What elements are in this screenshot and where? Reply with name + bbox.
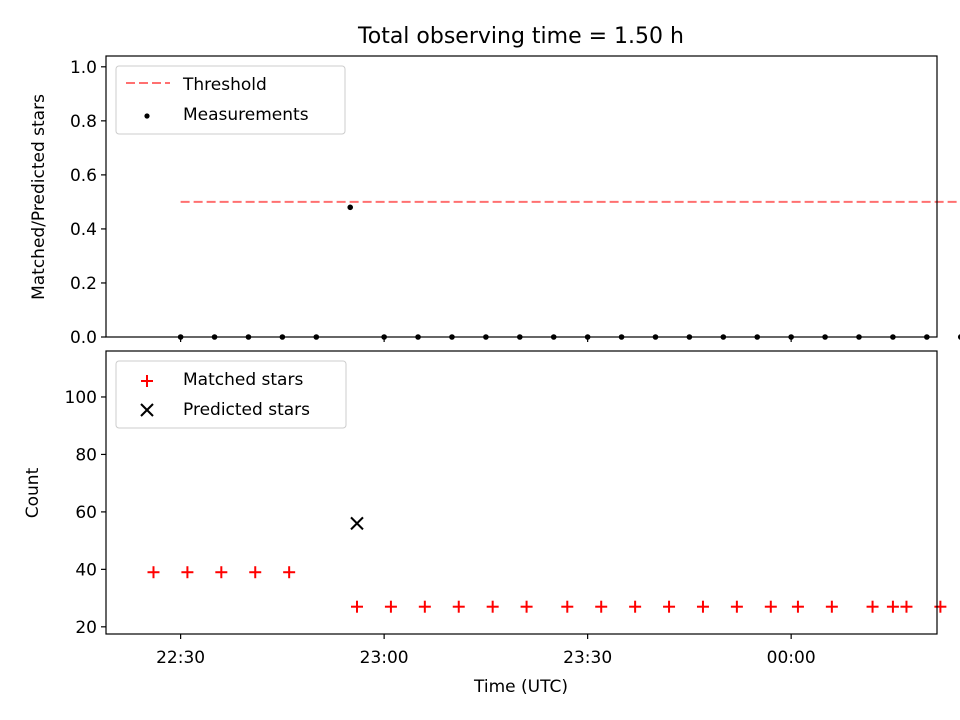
ratio-panel-frame xyxy=(105,55,938,338)
ratio-legend-box xyxy=(115,65,346,135)
ratio-legend: Threshold Measurements xyxy=(115,65,346,135)
legend-matched-label: Matched stars xyxy=(183,370,303,390)
matched-star-marker xyxy=(866,600,879,613)
matched-star-marker xyxy=(730,600,743,613)
legend-measurements-label: Measurements xyxy=(183,105,309,125)
ratio-panel: 0.0 0.2 0.4 0.6 0.8 1.0 Matched/Predicted sta… xyxy=(29,55,960,348)
ratio-y-tick-label: 1.0 xyxy=(70,58,97,78)
matched-star-marker xyxy=(900,600,913,613)
matched-star-marker xyxy=(350,600,363,613)
matched-star-marker xyxy=(215,566,228,579)
measurement-point xyxy=(347,204,354,211)
ratio-y-tick-label: 0.0 xyxy=(70,328,97,348)
count-y-tick-label: 100 xyxy=(65,388,97,408)
count-x-tick-label: 22:30 xyxy=(156,648,205,668)
count-x-tick-label: 00:00 xyxy=(767,648,816,668)
legend-predicted-swatch xyxy=(140,403,154,417)
matched-star-marker xyxy=(147,566,160,579)
ratio-y-tick-label: 0.6 xyxy=(70,166,97,186)
x-axis-label: Time (UTC) xyxy=(473,677,568,697)
count-y-tick-label: 60 xyxy=(75,503,97,523)
matched-star-marker xyxy=(452,600,465,613)
count-y-tick-label: 80 xyxy=(75,445,97,465)
matched-star-marker xyxy=(384,600,397,613)
matched-star-marker xyxy=(561,600,574,613)
measurement-point xyxy=(957,334,960,340)
legend-threshold-label: Threshold xyxy=(182,75,267,95)
matched-star-marker xyxy=(249,566,262,579)
matched-star-marker xyxy=(418,600,431,613)
count-x-tick-label: 23:00 xyxy=(360,648,409,668)
chart-title: Total observing time = 1.50 h xyxy=(357,24,684,49)
matched-star-points xyxy=(147,566,947,613)
ratio-y-tick-label: 0.2 xyxy=(70,274,97,294)
legend-matched-swatch xyxy=(141,375,153,387)
count-legend: Matched stars Predicted stars xyxy=(115,360,347,429)
count-legend-box xyxy=(115,360,347,429)
predicted-star-marker xyxy=(350,516,364,531)
ratio-x-ticks xyxy=(180,337,792,342)
matched-star-marker xyxy=(825,600,838,613)
ratio-y-tick-label: 0.4 xyxy=(70,220,97,240)
matched-star-marker xyxy=(764,600,777,613)
matched-star-marker xyxy=(283,566,296,579)
matched-star-marker xyxy=(696,600,709,613)
legend-measurement-swatch xyxy=(144,113,150,119)
matched-star-marker xyxy=(629,600,642,613)
matched-star-marker xyxy=(663,600,676,613)
count-panel-frame xyxy=(105,350,938,635)
matched-star-marker xyxy=(791,600,804,613)
ratio-y-axis-label: Matched/Predicted stars xyxy=(29,94,49,300)
matched-star-marker xyxy=(181,566,194,579)
predicted-star-points xyxy=(350,516,364,531)
ratio-y-tick-label: 0.8 xyxy=(70,112,97,132)
ratio-y-ticks: 0.0 0.2 0.4 0.6 0.8 1.0 xyxy=(70,58,106,348)
matched-star-marker xyxy=(934,600,947,613)
matched-star-marker xyxy=(595,600,608,613)
count-y-axis-label: Count xyxy=(23,467,43,518)
matched-star-marker xyxy=(486,600,499,613)
count-y-tick-label: 40 xyxy=(75,560,97,580)
count-x-tick-label: 23:30 xyxy=(563,648,612,668)
legend-predicted-label: Predicted stars xyxy=(183,400,310,420)
count-y-ticks: 20 40 60 80 100 xyxy=(65,388,106,638)
count-y-tick-label: 20 xyxy=(75,618,97,638)
matched-star-marker xyxy=(886,600,899,613)
matched-star-marker xyxy=(520,600,533,613)
